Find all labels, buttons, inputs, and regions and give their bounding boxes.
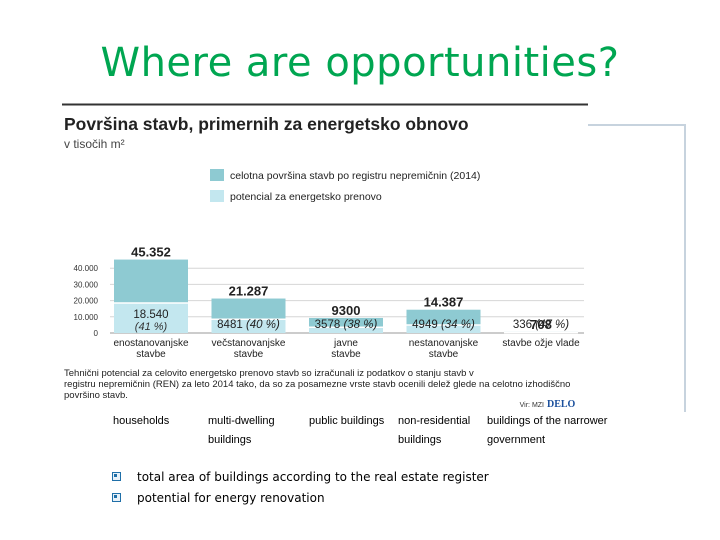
bottom-legend-text: total area of buildings according to the…: [137, 469, 489, 484]
checkbox-bullet-icon: [112, 493, 121, 502]
total-data-label: 45.352: [131, 245, 171, 260]
bottom-legend-item: total area of buildings according to the…: [112, 466, 489, 487]
x-category-label: stavbe: [136, 349, 166, 360]
x-category-label: stavbe ožje vlade: [502, 338, 580, 349]
potential-share: (38 %): [340, 319, 377, 331]
checkbox-bullet-icon: [112, 472, 121, 481]
figure-note-line-1: Tehnični potencial za celovito energetsk…: [64, 368, 474, 379]
english-category-label: buildings of the narrower government: [487, 415, 608, 446]
total-data-label: 708: [530, 317, 552, 332]
total-data-label: 14.387: [424, 295, 464, 310]
bottom-legend-item: potential for energy renovation: [112, 487, 489, 508]
figure-brand: DELO: [547, 399, 576, 410]
potential-value: 3578: [315, 319, 341, 331]
x-category-label: nestanovanjske: [409, 338, 479, 349]
legend-label: potencial za energetsko prenovo: [230, 191, 382, 203]
potential-data-label: 336 (47 %): [513, 319, 569, 331]
potential-data-label: 8481 (40 %): [217, 319, 280, 331]
figure-source: Vir: MZI: [520, 402, 544, 409]
english-category-label: households: [113, 415, 170, 427]
legend-swatch: [210, 190, 224, 202]
bottom-legend-text: potential for energy renovation: [137, 490, 325, 505]
y-tick-label: 30.000: [74, 280, 99, 289]
x-category-label: večstanovanjske: [212, 338, 286, 349]
potential-value: 336: [513, 319, 532, 331]
total-data-label: 9300: [332, 303, 361, 318]
bar-renovation-potential: [406, 324, 481, 333]
potential-share-label: (41 %): [135, 321, 168, 333]
figure-note-line-2: registru nepremičnin (REN) za leto 2014 …: [64, 379, 570, 390]
english-category-label: non-residential buildings: [398, 415, 471, 446]
figure-heading: Površina stavb, primernih za energetsko …: [64, 114, 469, 134]
potential-value: 8481: [217, 319, 243, 331]
y-tick-label: 20.000: [74, 297, 99, 306]
english-category-label: public buildings: [309, 415, 385, 427]
figure-note-line-3: površino stavb.: [64, 390, 128, 401]
y-tick-label: 40.000: [74, 264, 99, 273]
bar-renovation-potential: [114, 302, 188, 333]
potential-data-label: 3578 (38 %): [315, 319, 378, 331]
bar-chart: Površina stavb, primernih za energetsko …: [62, 103, 588, 410]
potential-data-label: 4949 (34 %): [412, 319, 475, 331]
x-category-label: stavbe: [234, 349, 264, 360]
total-data-label: 21.287: [229, 284, 269, 299]
slide-title: Where are opportunities?: [100, 40, 620, 86]
chart-figure: Površina stavb, primernih za energetsko …: [62, 103, 588, 411]
bottom-legend: total area of buildings according to the…: [112, 466, 489, 508]
x-category-label: stavbe: [429, 349, 459, 360]
potential-share: (47 %): [532, 319, 569, 331]
legend-swatch: [210, 169, 224, 181]
bar-renovation-potential: [211, 319, 286, 333]
potential-share: (40 %): [243, 319, 280, 331]
english-category-label: multi-dwelling buildings: [208, 415, 275, 446]
potential-value: 4949: [412, 319, 438, 331]
potential-data-label: 18.540: [133, 309, 168, 321]
legend-label: celotna površina stavb po registru nepre…: [230, 170, 480, 182]
bar-renovation-potential: [309, 327, 383, 333]
x-category-label: enostanovanjske: [113, 338, 188, 349]
potential-share: (34 %): [438, 319, 475, 331]
x-category-label: stavbe: [331, 349, 361, 360]
image-border: [588, 124, 686, 412]
x-category-label: javne: [333, 338, 358, 349]
figure-subheading: v tisočih m²: [64, 137, 125, 151]
potential-value: 18.540: [133, 309, 168, 321]
y-tick-label: 0: [94, 329, 99, 338]
y-tick-label: 10.000: [74, 313, 99, 322]
